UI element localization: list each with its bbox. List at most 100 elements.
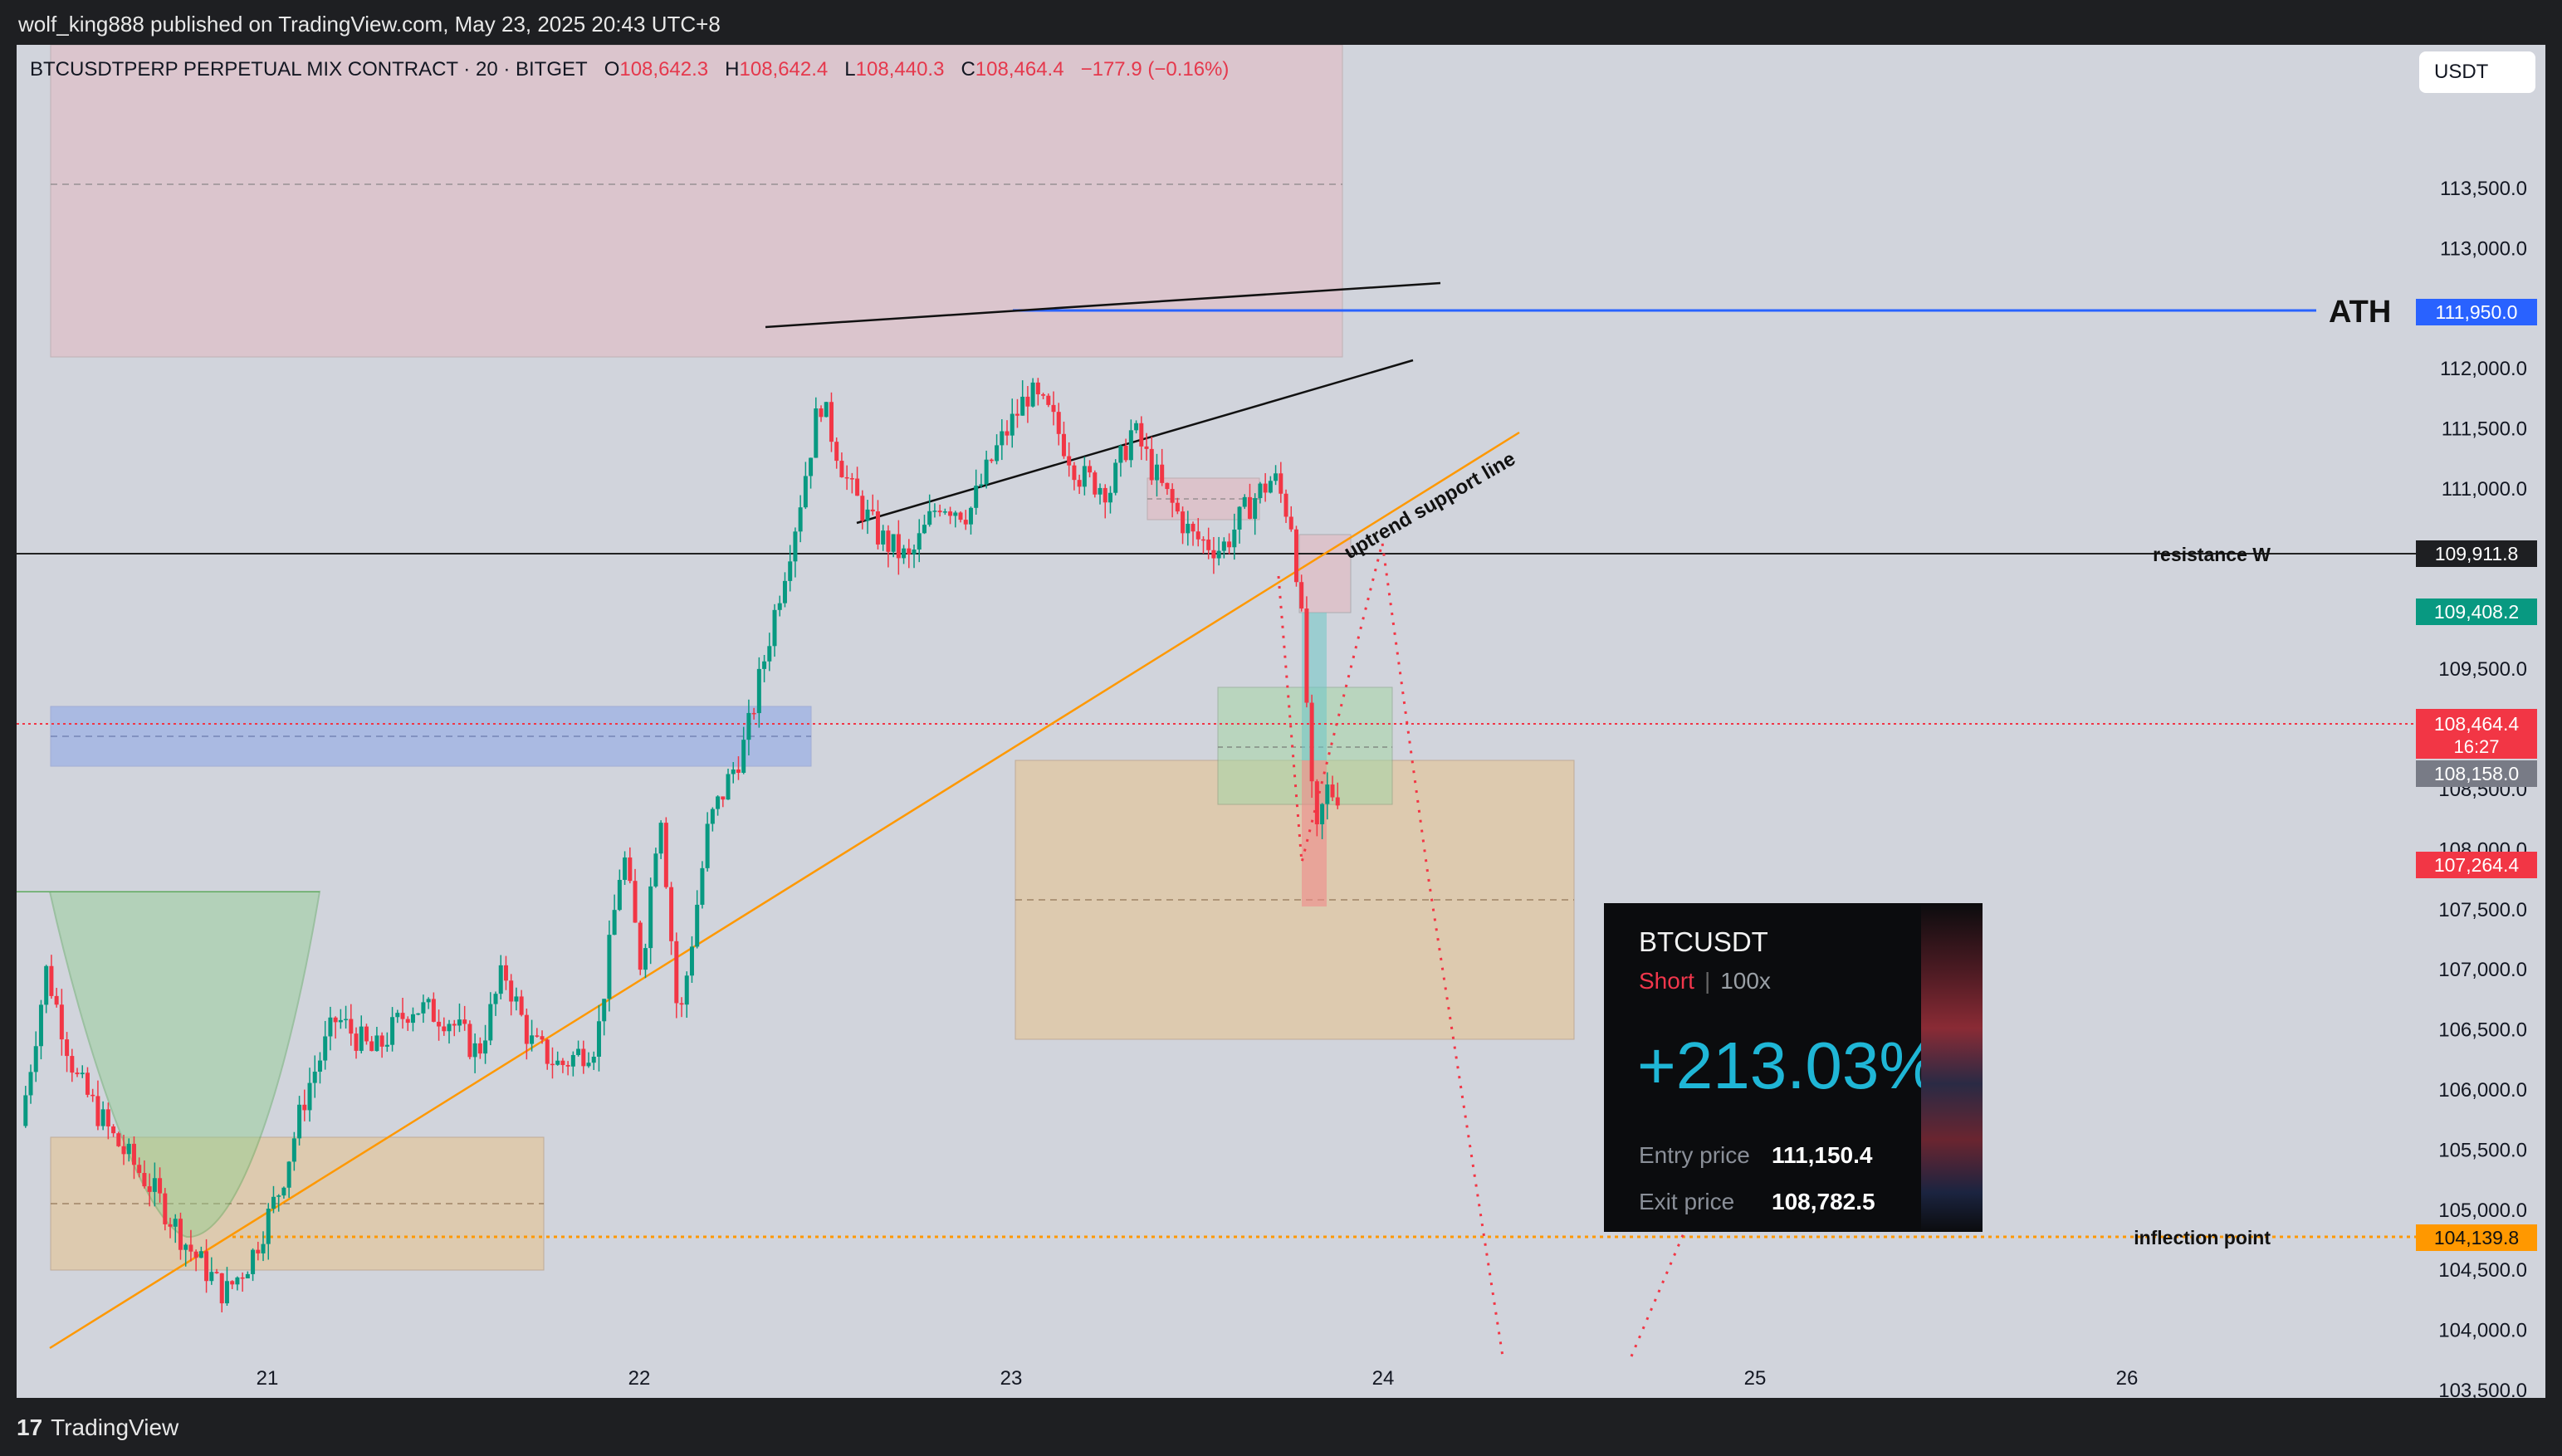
levels [17, 309, 2416, 1239]
candle-body [658, 823, 663, 854]
candle-body [648, 886, 653, 949]
candle-body [995, 445, 1000, 462]
candle-body [674, 941, 679, 1004]
candle-body [163, 1193, 168, 1224]
candle-body [105, 1109, 110, 1126]
candle-body [1020, 396, 1025, 416]
card-pnl: +213.03% [1637, 1028, 1939, 1102]
candle-body [555, 1060, 560, 1065]
candle-body [183, 1244, 188, 1250]
candle-body [457, 1019, 462, 1026]
candle-body [126, 1143, 131, 1155]
close-value: 108,464.4 [975, 58, 1064, 81]
candle-body [245, 1273, 250, 1279]
candle-body [942, 511, 947, 513]
candle-body [907, 548, 912, 555]
uptrend-support-line [49, 431, 1520, 1350]
candle-body [958, 512, 963, 520]
candle-body [1088, 466, 1093, 473]
candle-body [762, 661, 767, 669]
y-tick-label: 107,000.0 [2438, 959, 2527, 981]
y-tick-label: 111,000.0 [2442, 478, 2527, 501]
candle-body [1221, 541, 1226, 551]
wedge-bottom-line [856, 359, 1414, 525]
candle-body [1025, 396, 1030, 407]
candle-body [503, 965, 508, 981]
candle-body [193, 1251, 198, 1258]
candle-body [1335, 797, 1340, 806]
candle-body [147, 1186, 152, 1192]
candle-body [912, 550, 917, 555]
time-axis[interactable]: 21 22 23 24 25 26 [257, 1367, 2139, 1390]
candle-body [65, 1039, 70, 1057]
price-chart[interactable]: ATH resistance W inflection point uptren… [17, 45, 2545, 1398]
candle-body [472, 1043, 477, 1058]
candle-body [426, 999, 431, 1003]
symbol-title[interactable]: BTCUSDTPERP PERPETUAL MIX CONTRACT · 20 … [30, 58, 588, 81]
candle-body [483, 1040, 488, 1054]
candle-body [467, 1024, 472, 1058]
candle-body [535, 1035, 540, 1037]
candle-body [204, 1251, 209, 1282]
y-tick-label: 106,000.0 [2438, 1079, 2527, 1102]
green-tag: 109,408.2 [2416, 599, 2537, 625]
candle-body [121, 1146, 126, 1155]
footer-bar: 17 TradingView [0, 1398, 2562, 1456]
candle-body [1113, 462, 1118, 493]
x-tick-label: 25 [1744, 1367, 1767, 1390]
publish-info: wolf_king888 published on TradingView.co… [18, 12, 721, 37]
candle-body [953, 512, 958, 516]
candle-body [540, 1036, 545, 1040]
candle-body [751, 712, 756, 715]
candle-body [731, 769, 736, 774]
candle-body [158, 1178, 163, 1194]
demand-zone-blue [50, 706, 812, 767]
resistance-label: resistance W [2153, 544, 2271, 565]
candle-body [1030, 382, 1035, 407]
low-label: L [844, 58, 856, 81]
candle-body [302, 1104, 307, 1111]
candle-body [596, 1021, 601, 1057]
currency-selector[interactable]: USDT [2419, 51, 2535, 93]
wedge-top-line [765, 281, 1441, 329]
candle-body [1077, 480, 1082, 487]
candle-body [364, 1026, 369, 1042]
candle-body [695, 904, 700, 947]
candle-body [188, 1244, 193, 1252]
candle-body [251, 1249, 256, 1274]
candle-body [477, 1043, 482, 1054]
player-artwork [1921, 903, 1983, 1232]
candle-body [349, 1019, 354, 1034]
candle-body [963, 520, 968, 525]
candle-body [1330, 784, 1335, 798]
candle-body [323, 1036, 328, 1061]
resistance-tag: 109,911.8 [2416, 540, 2537, 567]
candle-body [1216, 550, 1221, 559]
candle-body [111, 1126, 116, 1134]
tradingview-logo[interactable]: 17 TradingView [17, 1414, 178, 1441]
candle-body [1005, 431, 1010, 436]
candle-body [1056, 412, 1061, 434]
candle-body [261, 1243, 266, 1253]
candle-body [591, 1056, 596, 1063]
candle-body [1154, 464, 1159, 481]
candle-body [824, 402, 829, 418]
candle-body [979, 484, 984, 486]
price-axis[interactable]: 103,500.0 104,000.0 104,500.0 105,000.0 105,… [2438, 178, 2527, 1398]
candle-body [1149, 448, 1154, 481]
candle-body [968, 507, 973, 525]
candle-body [38, 1004, 43, 1047]
candle-body [1107, 492, 1112, 503]
candle-body [1035, 382, 1040, 395]
candle-body [152, 1178, 157, 1192]
candle-body [1139, 423, 1144, 447]
y-tick-label: 105,500.0 [2438, 1139, 2527, 1161]
candle-body [410, 1014, 415, 1024]
candle-body [509, 980, 514, 1002]
inflection-tag: 104,139.8 [2416, 1224, 2537, 1251]
candle-body [90, 1094, 95, 1097]
chart-area[interactable]: ATH resistance W inflection point uptren… [17, 45, 2545, 1398]
candle-body [405, 1019, 410, 1024]
candle-body [488, 1004, 493, 1041]
candle-body [1186, 524, 1191, 534]
